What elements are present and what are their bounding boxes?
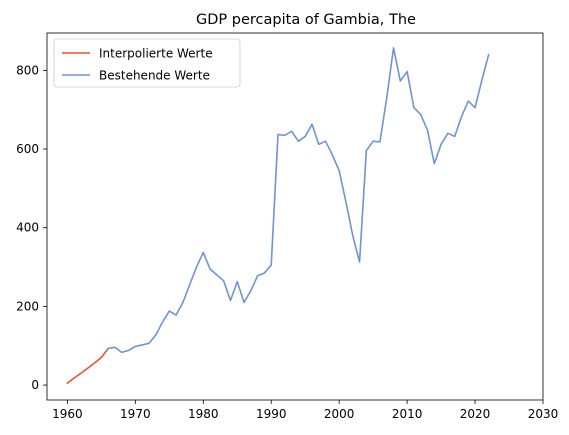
series-line-0	[66, 347, 110, 385]
chart-title: GDP percapita of Gambia, The	[196, 12, 416, 28]
y-tick-label: 600	[16, 142, 39, 156]
y-tick-label: 200	[16, 299, 39, 313]
y-tick-label: 800	[16, 63, 39, 77]
legend-label: Interpolierte Werte	[99, 47, 213, 61]
legend: Interpolierte Werte Bestehende Werte	[53, 38, 241, 88]
x-tick-label: 1980	[188, 407, 219, 421]
legend-box	[53, 38, 241, 88]
x-tick-label: 2020	[460, 407, 491, 421]
legend-label: Bestehende Werte	[99, 69, 210, 83]
series-layer	[66, 47, 490, 385]
x-tick-label: 2010	[392, 407, 423, 421]
axes-layer: 1960 1970 1980 1990 2000 2010 2020 2030 0 200 400 6…	[16, 32, 559, 421]
y-tick-label: 0	[31, 378, 39, 392]
series-line-1	[107, 47, 490, 354]
x-tick-label: 2000	[324, 407, 355, 421]
x-tick-label: 2030	[528, 407, 559, 421]
plot-frame	[46, 32, 544, 401]
x-tick-label: 1990	[256, 407, 287, 421]
x-tick-label: 1960	[52, 407, 83, 421]
x-tick-label: 1970	[120, 407, 151, 421]
y-tick-label: 400	[16, 221, 39, 235]
